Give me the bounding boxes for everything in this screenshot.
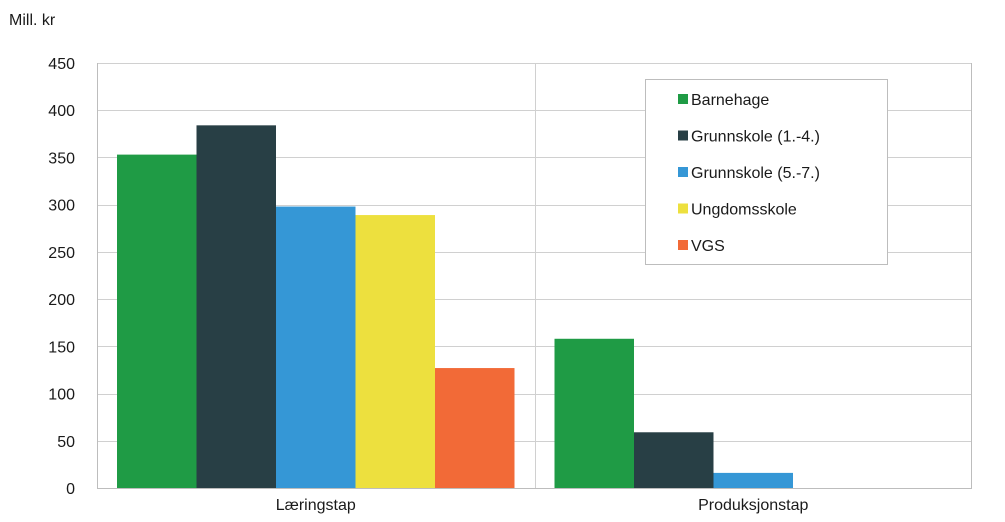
y-tick-label: 450 — [48, 56, 75, 73]
legend-swatch — [678, 203, 688, 214]
y-tick-label: 400 — [48, 103, 75, 120]
bar-grunnskole-1-4-2 — [634, 432, 714, 488]
legend: Barnehage Grunnskole (1.-4.) Grunnskole (5… — [645, 79, 888, 265]
y-tick-label: 100 — [48, 387, 75, 404]
plot-frame — [97, 63, 972, 489]
y-tick-label: 300 — [48, 198, 75, 215]
y-tick-label: 50 — [57, 434, 75, 451]
bar-grunnskole-5-7-2 — [713, 472, 793, 488]
bar-vgs-1 — [435, 368, 515, 488]
legend-label: Ungdomsskole — [691, 202, 797, 219]
legend-label: Grunnskole (5.-7.) — [691, 165, 820, 182]
y-tick-label: 0 — [66, 481, 75, 498]
x-tick-label: Læringstap — [276, 497, 356, 514]
bar-grunnskole-5-7-1 — [276, 206, 356, 489]
legend-swatch — [678, 240, 688, 250]
legend-label: Grunnskole (1.-4.) — [691, 129, 820, 146]
bar-barnehage-1 — [117, 154, 197, 488]
x-axis-ticks: Læringstap Produksjonstap — [276, 497, 809, 514]
y-tick-label: 250 — [48, 245, 75, 262]
y-tick-label: 150 — [48, 339, 75, 356]
legend-swatch — [678, 130, 688, 141]
y-axis-unit-label: Mill. kr — [9, 12, 56, 29]
legend-swatch — [678, 167, 688, 177]
legend-label: VGS — [691, 238, 725, 255]
y-tick-label: 200 — [48, 292, 75, 309]
y-tick-label: 350 — [48, 150, 75, 167]
bar-grunnskole-1-4-1 — [196, 125, 276, 488]
legend-label: Barnehage — [691, 92, 769, 109]
legend-swatch — [678, 94, 688, 104]
bar-barnehage-2 — [554, 338, 634, 488]
bar-ungdomsskole-1 — [355, 215, 435, 489]
x-tick-label: Produksjonstap — [698, 497, 808, 514]
bars — [117, 125, 793, 489]
y-axis-ticks: 0 50 100 150 200 250 300 350 400 450 — [48, 56, 75, 498]
